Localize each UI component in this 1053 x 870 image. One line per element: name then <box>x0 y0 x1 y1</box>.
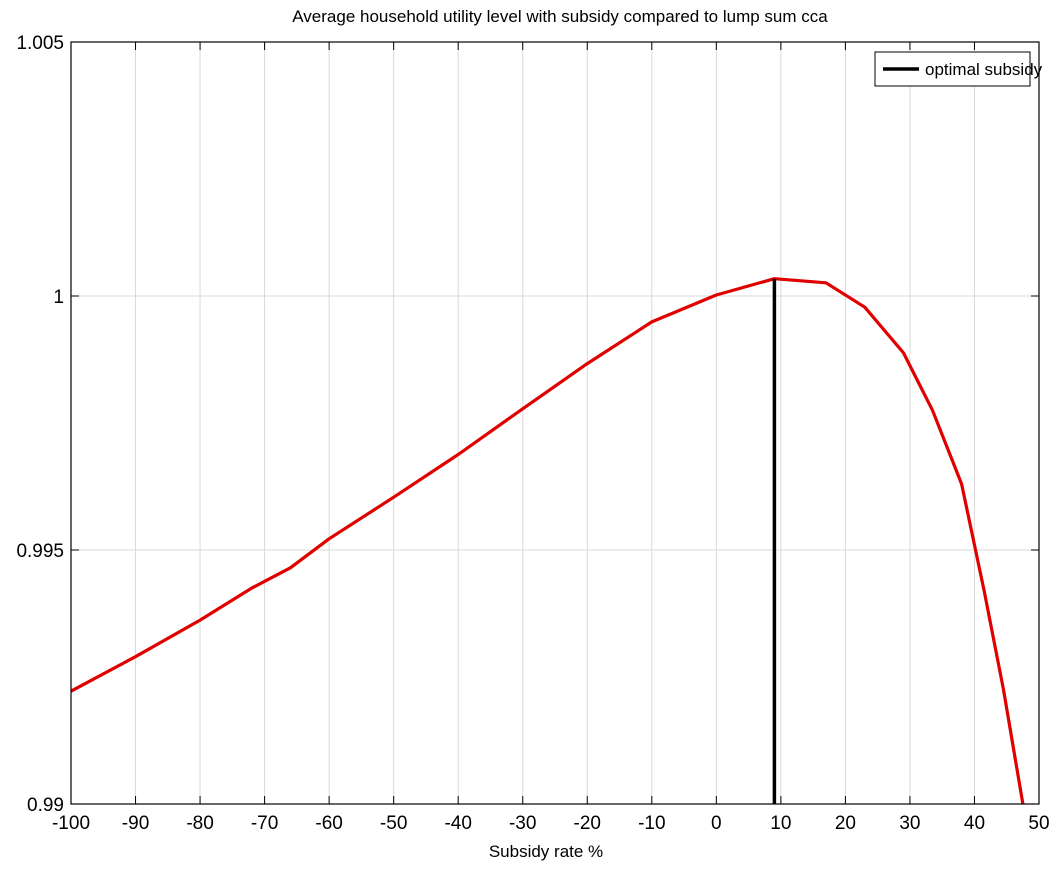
y-tick-label: 0.99 <box>27 795 64 816</box>
x-tick-label: -100 <box>52 813 90 834</box>
x-tick-label: 50 <box>1028 813 1049 834</box>
series-layer <box>70 277 1025 805</box>
x-tick-label: 20 <box>835 813 856 834</box>
axes-layer: -100 -90 -80 -70 -60 -50 -40 -30 -20 -10 0 10 20 30 40… <box>16 33 1049 834</box>
x-tick-label: 40 <box>964 813 985 834</box>
y-tick-label: 1 <box>53 287 64 308</box>
x-axis-label: Subsidy rate % <box>489 842 603 861</box>
x-tick-label: -50 <box>380 813 407 834</box>
utility-series-line <box>70 277 1025 805</box>
plot-area <box>71 42 1039 804</box>
x-tick-label: -30 <box>509 813 536 834</box>
chart-title: Average household utility level with sub… <box>292 7 828 26</box>
x-tick-label: -60 <box>315 813 342 834</box>
x-tick-label: -10 <box>638 813 665 834</box>
x-tick-label: -70 <box>251 813 278 834</box>
plot-border <box>70 41 1040 805</box>
legend-entry-label: optimal subsidy <box>925 60 1043 79</box>
legend: optimal subsidy <box>874 51 1043 87</box>
y-tick-label: 1.005 <box>16 33 64 54</box>
x-tick-label: 0 <box>711 813 722 834</box>
y-tick-label: 0.995 <box>16 541 64 562</box>
x-tick-label: -40 <box>444 813 471 834</box>
x-tick-label: -90 <box>122 813 149 834</box>
grid-layer <box>71 42 1039 804</box>
x-tick-label: 10 <box>770 813 791 834</box>
x-tick-label: -20 <box>574 813 601 834</box>
x-tick-label: -80 <box>186 813 213 834</box>
x-tick-label: 30 <box>899 813 920 834</box>
